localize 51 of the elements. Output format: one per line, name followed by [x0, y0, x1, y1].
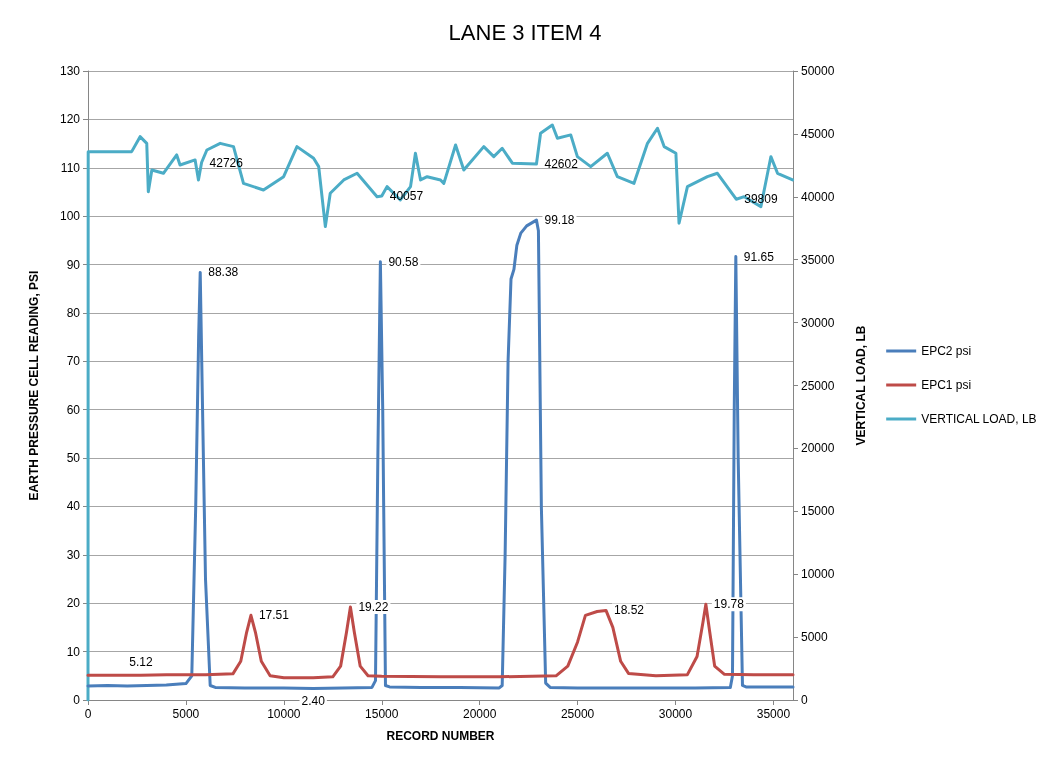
- data-label: 42602: [544, 157, 579, 172]
- x-tick-label: 10000: [267, 707, 301, 721]
- data-label: 88.38: [208, 265, 239, 280]
- y2-tick-label: 50000: [801, 64, 835, 78]
- data-label: 17.51: [258, 608, 290, 623]
- legend-label: EPC1 psi: [921, 378, 972, 392]
- y2-tick-label: 10000: [801, 567, 835, 582]
- y-tick-label: 60: [66, 402, 81, 417]
- y-tick-label: 40: [66, 499, 81, 514]
- x-tick-label: 5000: [172, 707, 200, 721]
- legend-label: EPC2 psi: [921, 344, 972, 358]
- data-label: 18.52: [613, 603, 645, 618]
- data-label: 19.22: [358, 600, 389, 614]
- y2-tick-label: 25000: [801, 378, 835, 393]
- y-tick-label: 50: [66, 451, 81, 466]
- legend-label: VERTICAL LOAD, LB: [921, 412, 1037, 426]
- y2-tick-label: 30000: [801, 315, 835, 330]
- y2-tick-label: 20000: [801, 441, 835, 456]
- y2-tick-label: 45000: [801, 126, 835, 141]
- data-label: 5.12: [129, 655, 153, 670]
- x-tick-label: 15000: [365, 707, 399, 721]
- y-tick-label: 70: [66, 354, 81, 369]
- y-tick-label: 10: [66, 644, 81, 659]
- data-label: 91.65: [743, 249, 775, 264]
- y-tick-label: 110: [60, 160, 81, 175]
- y2-tick-label: 15000: [801, 504, 835, 519]
- y-tick-label: 80: [66, 305, 81, 320]
- x-axis-title: RECORD NUMBER: [386, 729, 495, 743]
- y2-tick-label: 0: [801, 693, 808, 707]
- x-tick-label: 25000: [560, 707, 595, 721]
- y-tick-label: 120: [59, 112, 81, 127]
- y-tick-label: 30: [66, 547, 81, 562]
- chart-title: LANE 3 ITEM 4: [448, 19, 602, 45]
- y2-axis-title: VERTICAL LOAD, LB: [854, 325, 868, 446]
- x-tick-label: 35000: [756, 707, 791, 721]
- y-tick-label: 100: [59, 209, 81, 224]
- x-tick-label: 30000: [658, 707, 693, 721]
- data-label: 90.58: [388, 254, 419, 269]
- data-label: 2.40: [301, 694, 326, 709]
- y-axis-title: EARTH PRESSURE CELL READING, PSI: [27, 270, 41, 501]
- y-tick-label: 0: [73, 693, 81, 707]
- y-tick-label: 20: [66, 596, 81, 611]
- y-tick-label: 90: [66, 257, 81, 272]
- y2-tick-label: 5000: [801, 630, 829, 645]
- y-tick-label: 130: [59, 64, 81, 78]
- x-tick-label: 0: [84, 707, 92, 721]
- data-label: 99.18: [544, 213, 575, 228]
- y2-tick-label: 40000: [801, 189, 835, 204]
- data-label: 19.78: [713, 597, 745, 612]
- y2-tick-label: 35000: [801, 252, 835, 267]
- x-tick-label: 20000: [462, 707, 497, 721]
